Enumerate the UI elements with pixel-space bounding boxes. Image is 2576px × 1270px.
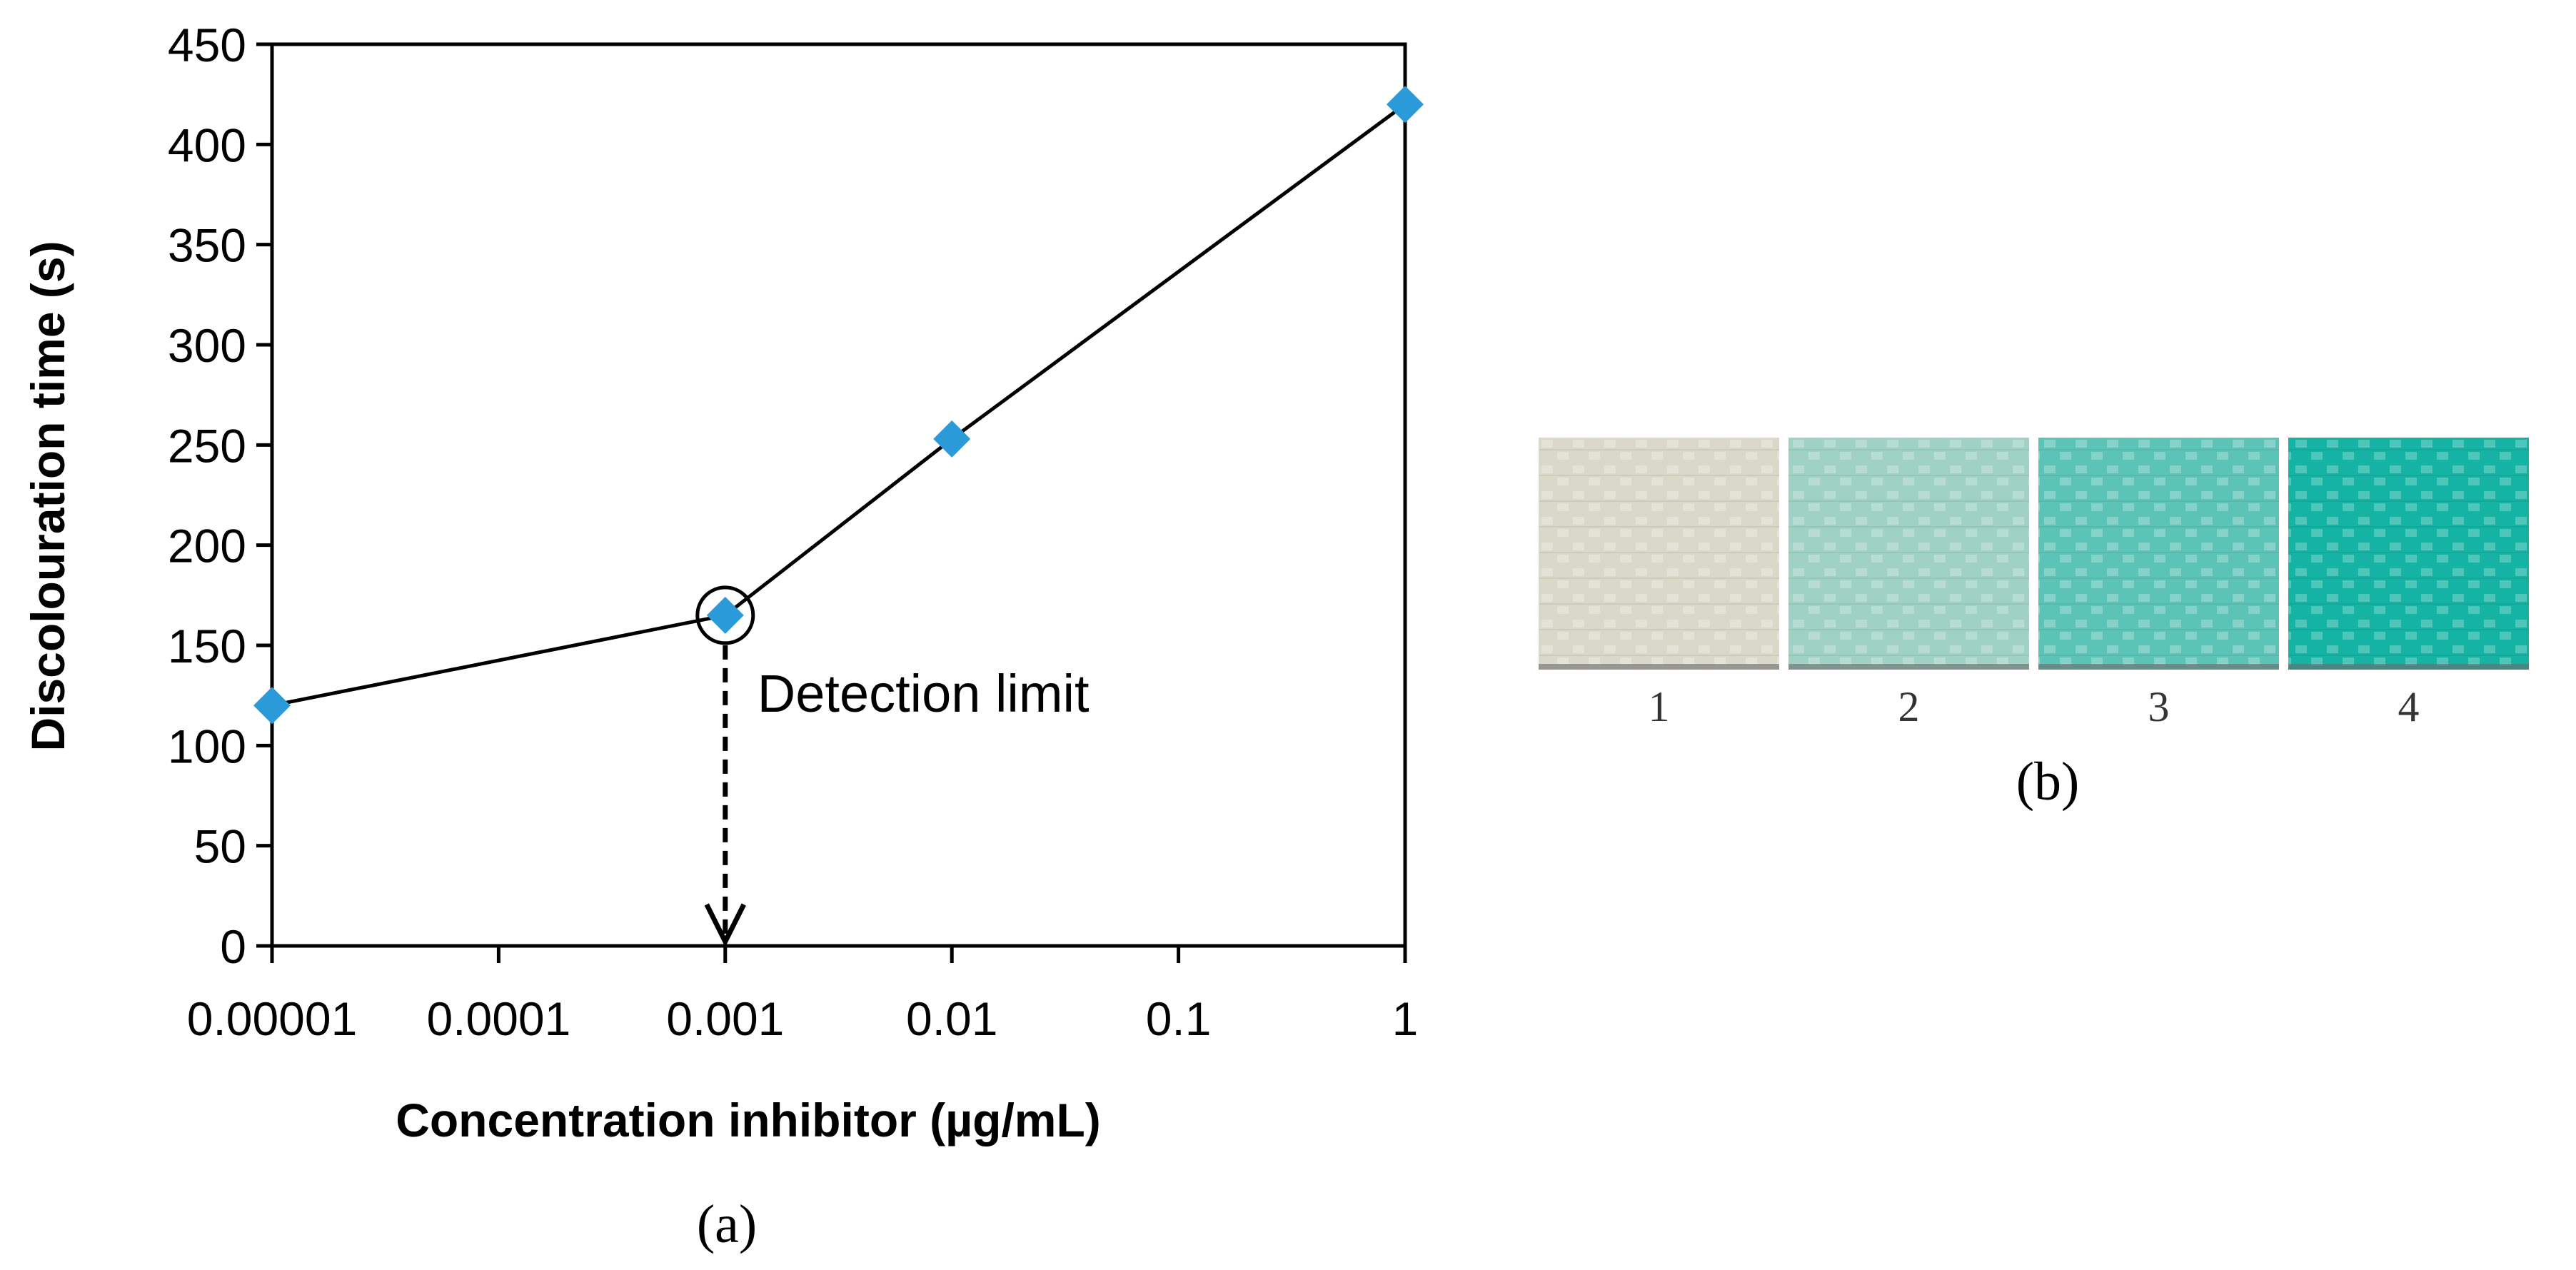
detection-limit-annotation: Detection limit <box>695 585 1090 947</box>
sample-label: 4 <box>2398 683 2420 730</box>
panel-label-b: (b) <box>2016 752 2080 812</box>
data-point <box>706 596 744 634</box>
y-tick-label: 450 <box>168 19 246 71</box>
detection-limit-circle <box>695 585 755 645</box>
data-points <box>253 86 1424 725</box>
y-tick-label: 250 <box>168 419 246 472</box>
swatch-edge <box>2288 664 2529 670</box>
x-axis-title: Concentration inhibitor (µg/mL) <box>396 1094 1101 1146</box>
sample-label: 3 <box>2148 683 2170 730</box>
x-tick-label: 0.0001 <box>426 992 570 1045</box>
sample-label: 2 <box>1898 683 1920 730</box>
y-tick-label: 100 <box>168 720 246 772</box>
x-tick-label: 0.1 <box>1146 992 1212 1045</box>
sample-swatches: 1 2 3 4 <box>1539 438 2529 730</box>
y-tick-label: 300 <box>168 319 246 372</box>
discolouration-samples: 1 2 3 4 (b) <box>1539 438 2529 812</box>
y-tick-label: 400 <box>168 119 246 171</box>
fabric-texture <box>1539 438 1779 670</box>
detection-limit-arrowhead <box>704 903 746 947</box>
y-tick-label: 350 <box>168 219 246 272</box>
fabric-texture <box>2038 438 2279 670</box>
panel-label-a: (a) <box>697 1194 757 1254</box>
series-line <box>271 103 1407 707</box>
y-tick-label: 150 <box>168 620 246 672</box>
fabric-texture <box>1788 438 2029 670</box>
x-tick-label: 0.00001 <box>187 992 358 1045</box>
y-tick-label: 0 <box>220 920 246 973</box>
data-point <box>253 687 291 725</box>
sample-label: 1 <box>1649 683 1670 730</box>
y-tick-label: 50 <box>194 820 246 873</box>
swatch-edge <box>2038 664 2279 670</box>
x-tick-label: 1 <box>1392 992 1419 1045</box>
data-point <box>933 420 971 458</box>
y-tick-label: 200 <box>168 520 246 573</box>
x-axis: 0.00001 0.0001 0.001 0.01 0.1 1 <box>187 946 1419 1045</box>
fabric-texture <box>2288 438 2529 670</box>
plot-area <box>270 42 1407 948</box>
y-axis: 0 50 100 150 200 250 300 350 400 450 <box>168 19 272 973</box>
data-point <box>1387 86 1424 124</box>
swatch-edge <box>1788 664 2029 670</box>
swatch-edge <box>1539 664 1779 670</box>
x-tick-label: 0.001 <box>666 992 784 1045</box>
y-axis-title: Discolouration time (s) <box>21 241 74 751</box>
x-tick-label: 0.01 <box>906 992 997 1045</box>
detection-limit-label: Detection limit <box>758 664 1090 723</box>
